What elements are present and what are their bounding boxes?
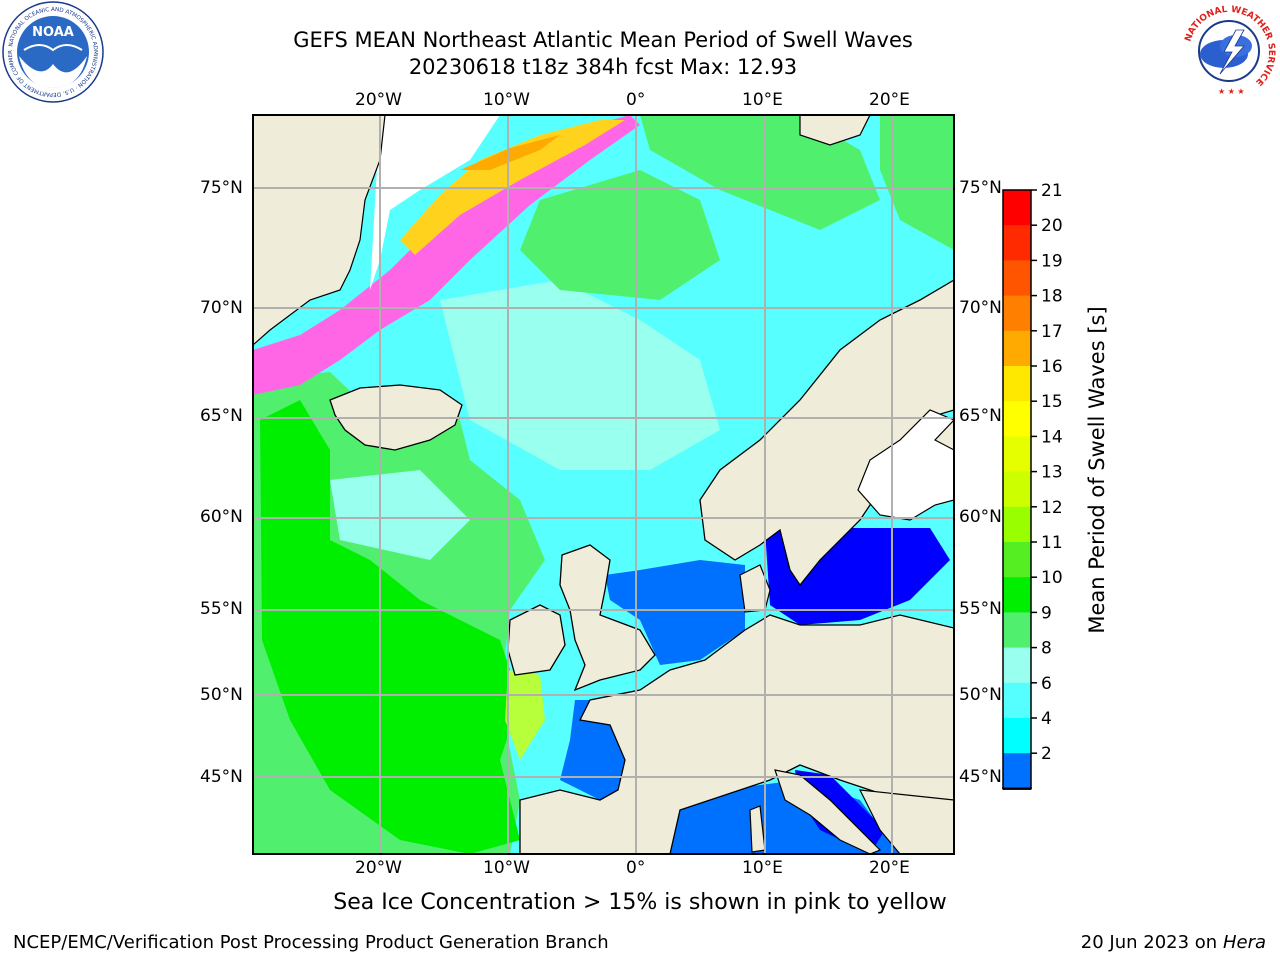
lon-label-bottom-3: 10°E bbox=[742, 858, 783, 878]
map-frame bbox=[252, 114, 955, 855]
sea-ice-yellow bbox=[400, 120, 625, 255]
lat-label-right-3: 60°N bbox=[959, 507, 1002, 527]
lat-label-right-1: 70°N bbox=[959, 298, 1002, 318]
lon-label-top-4: 20°E bbox=[869, 90, 910, 110]
lat-label-right-0: 75°N bbox=[959, 178, 1002, 198]
colorbar-tick-label: 13 bbox=[1041, 463, 1063, 483]
colorbar-segment bbox=[1003, 647, 1031, 684]
colorbar-tick-label: 12 bbox=[1041, 498, 1063, 518]
footer-credit: NCEP/EMC/Verification Post Processing Pr… bbox=[13, 932, 609, 953]
ocean-field-green-ne bbox=[640, 115, 880, 230]
map-title: GEFS MEAN Northeast Atlantic Mean Period… bbox=[293, 28, 913, 52]
ocean-field-lightcyan-north bbox=[440, 280, 720, 470]
nws-logo: NATIONAL WEATHER SERVICE ★ ★ ★ bbox=[1180, 2, 1278, 100]
ocean-field-yellowgreen bbox=[505, 670, 545, 760]
land-greenland-icecap bbox=[370, 115, 500, 290]
lat-label-right-6: 45°N bbox=[959, 767, 1002, 787]
water-bothnia bbox=[857, 409, 954, 521]
colorbar-tick-label: 19 bbox=[1041, 251, 1063, 271]
sea-ice-orange bbox=[460, 135, 560, 170]
svg-text:★ ★ ★: ★ ★ ★ bbox=[1218, 87, 1245, 96]
colorbar-segment bbox=[1003, 753, 1031, 789]
lon-label-top-3: 10°E bbox=[742, 90, 783, 110]
footer-host: Hera bbox=[1222, 932, 1266, 953]
colorbar-segment bbox=[1003, 542, 1031, 578]
sea-ice-pink bbox=[253, 115, 640, 395]
colorbar-tick-label: 14 bbox=[1041, 427, 1063, 447]
map-subtitle: 20230618 t18z 384h fcst Max: 12.93 bbox=[408, 55, 798, 79]
colorbar: 21 20 19 18 17 16 15 14 13 12 11 10 9 8 6 4 2 bbox=[1001, 181, 1063, 790]
lon-label-top-2: 0° bbox=[626, 90, 646, 110]
land-balkans bbox=[858, 789, 954, 854]
ocean-field-lightcyan-patch bbox=[330, 470, 470, 560]
colorbar-tick-label: 15 bbox=[1041, 392, 1063, 412]
lat-label-right-4: 55°N bbox=[959, 599, 1002, 619]
footer-date-text: 20 Jun 2023 on bbox=[1080, 932, 1218, 953]
colorbar-segment bbox=[1003, 366, 1031, 402]
lon-label-top-1: 10°W bbox=[483, 90, 530, 110]
graticule bbox=[253, 115, 954, 854]
colorbar-segment bbox=[1003, 471, 1031, 508]
land-greenland bbox=[253, 115, 386, 346]
colorbar-label: Mean Period of Swell Waves [s] bbox=[1085, 306, 1109, 634]
colorbar-tick-label: 20 bbox=[1041, 216, 1063, 236]
colorbar-tick-label: 9 bbox=[1041, 603, 1052, 623]
colorbar-tick-label: 2 bbox=[1041, 744, 1052, 764]
colorbar-tick-label: 16 bbox=[1041, 357, 1063, 377]
lat-label-left-2: 65°N bbox=[200, 406, 243, 426]
lat-label-right-5: 50°N bbox=[959, 685, 1002, 705]
lon-label-bottom-1: 10°W bbox=[483, 858, 530, 878]
ocean-field-blue-northsea bbox=[605, 560, 745, 665]
ocean-field-green-core bbox=[260, 400, 520, 854]
lon-label-bottom-2: 0° bbox=[626, 858, 646, 878]
colorbar-tick-label: 18 bbox=[1041, 287, 1063, 307]
colorbar-tick-label: 10 bbox=[1041, 568, 1063, 588]
colorbar-segment bbox=[1003, 190, 1031, 226]
colorbar-segment bbox=[1003, 682, 1031, 719]
footer-date: 20 Jun 2023 on Hera bbox=[1081, 932, 1266, 953]
land-europe bbox=[519, 614, 954, 854]
ocean-field-green-north bbox=[520, 170, 720, 300]
colorbar-segment bbox=[1003, 401, 1031, 437]
lat-label-left-5: 50°N bbox=[200, 685, 243, 705]
colorbar-segment bbox=[1003, 260, 1031, 297]
land-finland bbox=[934, 400, 954, 451]
colorbar-tick-label: 8 bbox=[1041, 639, 1052, 659]
ocean-field-green-east bbox=[880, 115, 954, 250]
lat-label-left-3: 60°N bbox=[200, 507, 243, 527]
land-italy bbox=[774, 769, 882, 854]
land-ireland bbox=[507, 604, 566, 676]
lon-label-bottom-0: 20°W bbox=[355, 858, 402, 878]
colorbar-tick-label: 17 bbox=[1041, 322, 1063, 342]
colorbar-tick-label: 6 bbox=[1041, 674, 1052, 694]
land-denmark bbox=[739, 564, 771, 613]
colorbar-segment bbox=[1003, 225, 1031, 261]
lat-label-left-0: 75°N bbox=[200, 178, 243, 198]
sea-ice-note: Sea Ice Concentration > 15% is shown in … bbox=[333, 890, 947, 915]
land-svalbard bbox=[799, 115, 871, 146]
lat-label-right-2: 65°N bbox=[959, 406, 1002, 426]
colorbar-tick-label: 21 bbox=[1041, 181, 1063, 201]
colorbar-tick-label: 11 bbox=[1041, 533, 1063, 553]
colorbar-segment bbox=[1003, 718, 1031, 754]
noaa-text: NOAA bbox=[32, 25, 74, 40]
colorbar-segment bbox=[1003, 330, 1031, 367]
colorbar-segment bbox=[1003, 577, 1031, 613]
lon-label-top-0: 20°W bbox=[355, 90, 402, 110]
colorbar-outline bbox=[1002, 189, 1032, 790]
colorbar-segment bbox=[1003, 612, 1031, 649]
lat-label-left-1: 70°N bbox=[200, 298, 243, 318]
colorbar-segment bbox=[1003, 506, 1031, 543]
colorbar-segment bbox=[1003, 295, 1031, 332]
colorbar-tick-label: 4 bbox=[1041, 709, 1052, 729]
colorbar-segment bbox=[1003, 436, 1031, 473]
noaa-logo: NATIONAL OCEANIC AND ATMOSPHERIC ADMINIS… bbox=[0, 0, 104, 103]
land-great-britain bbox=[559, 544, 656, 692]
lat-label-left-6: 45°N bbox=[200, 767, 243, 787]
lon-label-bottom-4: 20°E bbox=[869, 858, 910, 878]
lat-label-left-4: 55°N bbox=[200, 599, 243, 619]
